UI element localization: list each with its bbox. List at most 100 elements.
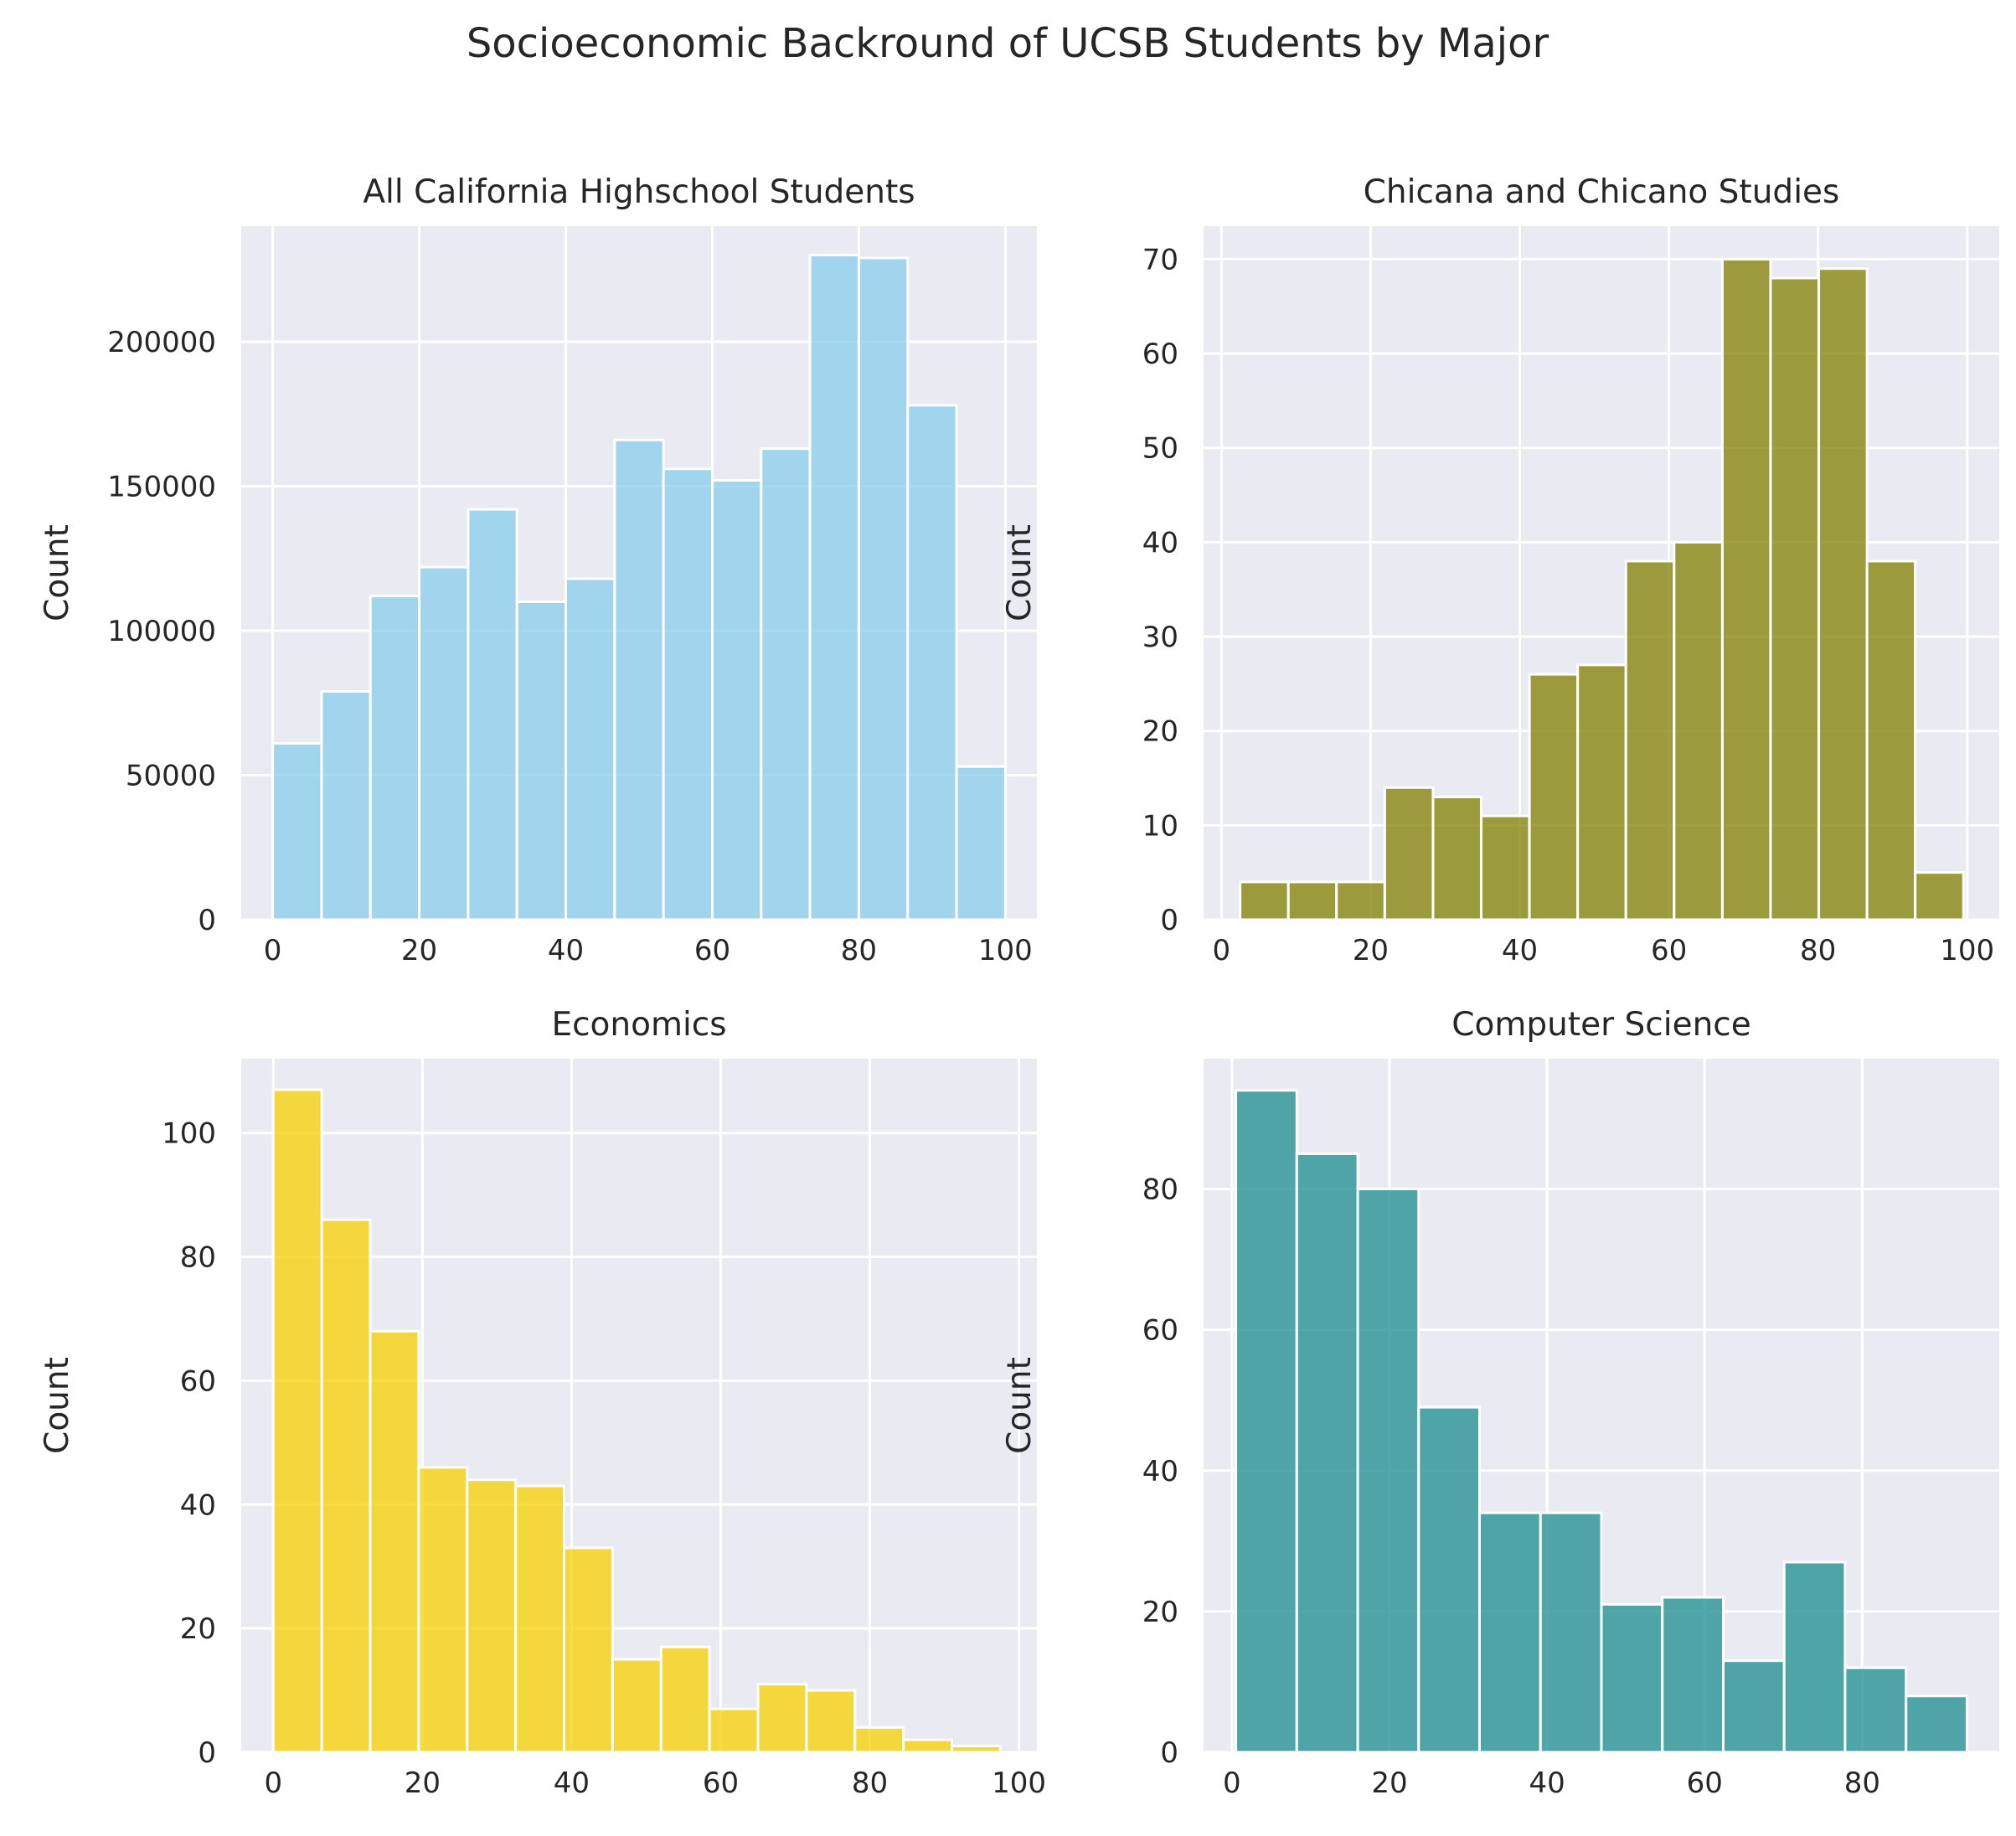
y-tick-label: 40 — [180, 1488, 216, 1522]
x-tick-label: 100 — [992, 1766, 1046, 1800]
histogram-bar — [955, 765, 1007, 921]
histogram-bar — [613, 438, 665, 921]
y-tick-label: 10 — [1142, 809, 1178, 843]
y-tick-label: 200000 — [107, 326, 216, 359]
y-tick-label: 0 — [1160, 904, 1178, 937]
histogram-bar — [369, 595, 421, 921]
x-tick-label: 0 — [264, 934, 282, 967]
histogram-bar — [1539, 1511, 1603, 1754]
y-tick-label: 80 — [180, 1241, 216, 1275]
histogram-bar — [1528, 673, 1580, 921]
histogram-bar — [662, 467, 714, 921]
subplot-title: Chicana and Chicano Studies — [1364, 173, 1840, 211]
histogram-bar — [565, 577, 616, 921]
histogram-bar — [1417, 1405, 1481, 1754]
histogram-economics: 0 20 40 60 80 100 0 20 40 60 80 100 Economics Count — [39, 1006, 1046, 1800]
subplot-title: Economics — [551, 1006, 726, 1044]
x-tick-label: 0 — [1213, 934, 1231, 967]
histogram-bar — [710, 479, 763, 921]
x-tick-label: 20 — [1371, 1766, 1407, 1800]
histogram-bar — [1477, 1511, 1542, 1754]
histogram-bar — [1431, 796, 1482, 921]
x-tick-label: 80 — [1800, 934, 1836, 967]
y-tick-label: 150000 — [107, 471, 216, 504]
histogram-bar — [951, 1745, 1002, 1754]
histogram-bar — [1914, 871, 1965, 921]
histogram-bar — [1673, 540, 1724, 921]
histogram-bar — [1356, 1188, 1420, 1754]
figure-title: Socioeconomic Backround of UCSB Students… — [467, 20, 1549, 67]
histogram-bar — [1722, 1659, 1786, 1754]
histogram-bar — [417, 1466, 469, 1754]
histogram-bar — [1335, 880, 1386, 921]
x-tick-label: 100 — [1940, 934, 1994, 967]
x-tick-label: 20 — [401, 934, 437, 967]
histogram-bar — [466, 1478, 518, 1754]
y-tick-label: 0 — [198, 1736, 216, 1770]
histogram-bar — [1769, 276, 1821, 921]
x-tick-label: 80 — [852, 1766, 888, 1800]
y-tick-label: 100 — [162, 1117, 216, 1151]
histogram-bar — [857, 256, 910, 921]
histogram-bar — [1286, 880, 1338, 921]
histogram-chicana-and-chicano-studies: 0 20 40 60 80 100 0 10 20 30 40 50 60 70 Chicana and C… — [1001, 173, 1999, 967]
histogram-bar — [1843, 1666, 1908, 1754]
histogram-bar — [1295, 1152, 1359, 1754]
y-tick-label: 60 — [1142, 1314, 1178, 1348]
histogram-bar — [1782, 1560, 1847, 1754]
histogram-bar — [1235, 1089, 1298, 1754]
y-tick-label: 40 — [1142, 526, 1178, 560]
subplot-title: All California Highschool Students — [363, 173, 915, 211]
y-tick-label: 0 — [1160, 1736, 1178, 1770]
histogram-computer-science: 0 20 40 60 80 0 20 40 60 80 Computer Science Count — [1001, 1006, 1999, 1800]
histogram-bar — [1905, 1694, 1968, 1754]
histogram-bar — [1720, 257, 1772, 921]
y-tick-label: 20 — [180, 1612, 216, 1646]
x-tick-label: 60 — [1651, 934, 1687, 967]
histogram-bar — [320, 689, 372, 921]
x-tick-label: 40 — [554, 1766, 590, 1800]
y-tick-label: 50000 — [126, 760, 216, 793]
y-tick-label: 60 — [1142, 338, 1178, 371]
x-tick-label: 60 — [703, 1766, 739, 1800]
x-tick-label: 40 — [1502, 934, 1538, 967]
x-tick-label: 80 — [841, 934, 877, 967]
x-tick-label: 40 — [1529, 1766, 1565, 1800]
histogram-bar — [271, 742, 323, 921]
y-tick-label: 80 — [1142, 1173, 1178, 1207]
histogram-bar — [563, 1546, 614, 1754]
histogram-bar — [515, 601, 568, 921]
histogram-bar — [1600, 1602, 1664, 1754]
histogram-bar — [1817, 267, 1869, 921]
x-tick-label: 20 — [1353, 934, 1389, 967]
histogram-bar — [808, 254, 860, 921]
histogram-bar — [1383, 786, 1435, 921]
histogram-bar — [906, 404, 958, 921]
histogram-bar — [659, 1645, 711, 1754]
histogram-bar — [611, 1658, 663, 1754]
histogram-bar — [760, 447, 812, 921]
x-tick-label: 40 — [548, 934, 584, 967]
x-tick-label: 20 — [405, 1766, 441, 1800]
histogram-bar — [1624, 560, 1676, 921]
y-tick-label: 30 — [1142, 621, 1178, 654]
histogram-bar — [369, 1329, 420, 1754]
histogram-all-california-highschool-students: 0 20 40 60 80 100 0 50000 100000 150000 200000 All … — [39, 173, 1037, 967]
histogram-bar — [805, 1689, 857, 1754]
x-tick-label: 60 — [694, 934, 730, 967]
y-tick-label: 100000 — [107, 615, 216, 648]
x-tick-label: 80 — [1844, 1766, 1880, 1800]
x-tick-label: 0 — [264, 1766, 282, 1800]
subplot-title: Computer Science — [1451, 1006, 1750, 1044]
histogram-bar — [708, 1707, 760, 1754]
y-tick-label: 0 — [198, 904, 216, 937]
histogram-bar — [271, 1088, 323, 1754]
histogram-bar — [320, 1218, 372, 1754]
y-tick-label: 60 — [180, 1364, 216, 1398]
histogram-bar — [1239, 880, 1290, 921]
y-tick-label: 20 — [1142, 715, 1178, 749]
histogram-bar — [902, 1738, 954, 1754]
histogram-bar — [1479, 814, 1531, 921]
y-tick-label: 70 — [1142, 243, 1178, 276]
